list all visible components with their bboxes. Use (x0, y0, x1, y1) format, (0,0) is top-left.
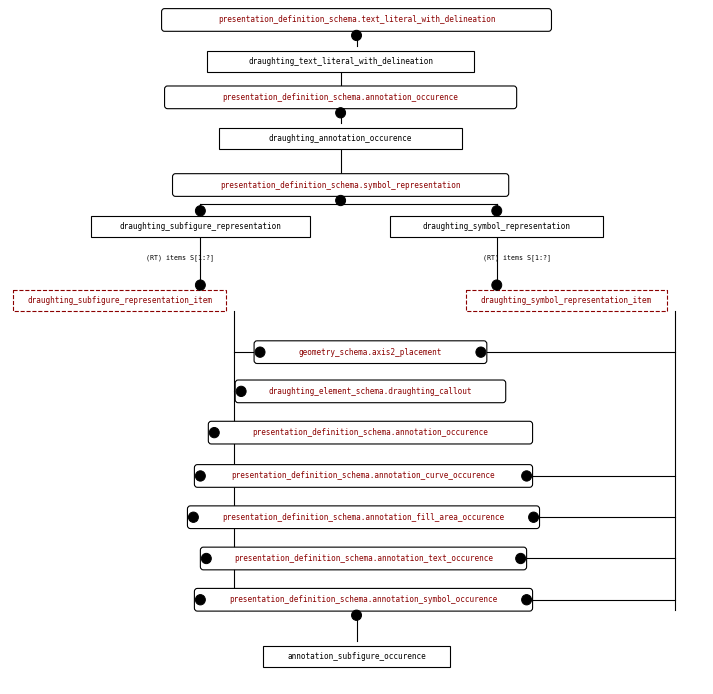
FancyBboxPatch shape (200, 547, 527, 570)
Circle shape (492, 205, 502, 216)
Text: draughting_subfigure_representation_item: draughting_subfigure_representation_item (27, 296, 212, 305)
FancyBboxPatch shape (466, 290, 667, 311)
FancyBboxPatch shape (263, 646, 450, 667)
FancyBboxPatch shape (188, 506, 540, 529)
Text: (RT) items S[1:?]: (RT) items S[1:?] (146, 254, 215, 261)
FancyBboxPatch shape (162, 8, 551, 31)
Text: presentation_definition_schema.symbol_representation: presentation_definition_schema.symbol_re… (220, 180, 461, 189)
Text: presentation_definition_schema.annotation_fill_area_occurence: presentation_definition_schema.annotatio… (222, 513, 505, 522)
Text: presentation_definition_schema.annotation_symbol_occurence: presentation_definition_schema.annotatio… (230, 595, 498, 604)
Circle shape (236, 386, 246, 396)
Text: draughting_text_literal_with_delineation: draughting_text_literal_with_delineation (248, 57, 433, 66)
Circle shape (195, 595, 205, 605)
Text: presentation_definition_schema.annotation_text_occurence: presentation_definition_schema.annotatio… (234, 554, 493, 563)
Circle shape (195, 205, 205, 216)
FancyBboxPatch shape (207, 51, 474, 71)
Text: draughting_annotation_occurence: draughting_annotation_occurence (269, 134, 412, 143)
Text: draughting_symbol_representation_item: draughting_symbol_representation_item (481, 296, 652, 305)
FancyBboxPatch shape (195, 589, 533, 611)
Circle shape (522, 471, 532, 481)
Text: annotation_subfigure_occurence: annotation_subfigure_occurence (287, 652, 426, 661)
FancyBboxPatch shape (195, 464, 533, 487)
Text: presentation_definition_schema.annotation_occurence: presentation_definition_schema.annotatio… (252, 428, 488, 437)
FancyBboxPatch shape (14, 290, 226, 311)
FancyBboxPatch shape (165, 86, 517, 109)
FancyBboxPatch shape (91, 216, 309, 237)
Text: presentation_definition_schema.annotation_curve_occurence: presentation_definition_schema.annotatio… (232, 471, 496, 480)
Text: presentation_definition_schema.annotation_occurence: presentation_definition_schema.annotatio… (222, 93, 458, 102)
Text: geometry_schema.axis2_placement: geometry_schema.axis2_placement (299, 348, 442, 357)
Circle shape (336, 195, 346, 205)
FancyBboxPatch shape (208, 421, 533, 444)
Text: draughting_symbol_representation: draughting_symbol_representation (423, 222, 571, 231)
Circle shape (188, 512, 198, 523)
Circle shape (195, 280, 205, 290)
FancyBboxPatch shape (235, 380, 506, 403)
Text: presentation_definition_schema.text_literal_with_delineation: presentation_definition_schema.text_lite… (217, 15, 496, 24)
Text: draughting_element_schema.draughting_callout: draughting_element_schema.draughting_cal… (269, 387, 472, 396)
Circle shape (201, 553, 211, 564)
Circle shape (515, 553, 525, 564)
FancyBboxPatch shape (220, 128, 462, 149)
Circle shape (528, 512, 538, 523)
Circle shape (352, 31, 361, 40)
Circle shape (492, 280, 502, 290)
Circle shape (476, 347, 486, 357)
FancyBboxPatch shape (173, 174, 508, 196)
Circle shape (195, 471, 205, 481)
FancyBboxPatch shape (390, 216, 603, 237)
Circle shape (210, 428, 220, 438)
FancyBboxPatch shape (254, 341, 487, 364)
Circle shape (255, 347, 265, 357)
Circle shape (522, 595, 532, 605)
Text: draughting_subfigure_representation: draughting_subfigure_representation (120, 222, 282, 231)
Circle shape (352, 610, 361, 620)
Circle shape (336, 108, 346, 118)
Text: (RT) items S[1:?]: (RT) items S[1:?] (483, 254, 550, 261)
